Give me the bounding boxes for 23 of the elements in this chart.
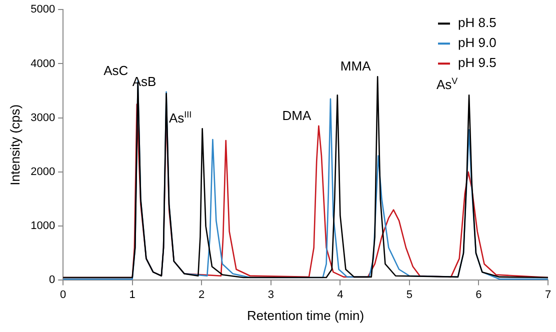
legend-label: pH 8.5 bbox=[458, 15, 496, 30]
x-tick-label: 6 bbox=[476, 288, 482, 301]
y-tick-label: 0 bbox=[48, 274, 56, 286]
x-tick-label: 5 bbox=[406, 288, 413, 301]
x-tick-label: 1 bbox=[129, 288, 136, 301]
x-tick-label: 3 bbox=[268, 288, 274, 301]
x-tick-label: 7 bbox=[544, 288, 552, 301]
legend-label: pH 9.5 bbox=[458, 55, 496, 70]
annotation: MMA bbox=[340, 58, 372, 74]
annotation: AsB bbox=[132, 74, 156, 89]
y-tick-label: 3000 bbox=[30, 112, 56, 124]
annotation: DMA bbox=[282, 108, 312, 123]
y-axis-title: Intensity (cps) bbox=[7, 104, 22, 186]
y-tick-label: 2000 bbox=[30, 166, 56, 178]
y-tick-label: 1000 bbox=[30, 220, 56, 232]
x-tick-label: 2 bbox=[198, 288, 205, 301]
x-axis-title: Retention time (min) bbox=[247, 308, 364, 323]
y-tick-label: 5000 bbox=[30, 4, 56, 16]
y-tick-label: 4000 bbox=[30, 58, 56, 70]
x-tick-label: 0 bbox=[60, 288, 66, 301]
x-tick-label: 4 bbox=[337, 288, 344, 301]
legend-label: pH 9.0 bbox=[458, 35, 496, 50]
annotation: AsC bbox=[104, 63, 128, 78]
